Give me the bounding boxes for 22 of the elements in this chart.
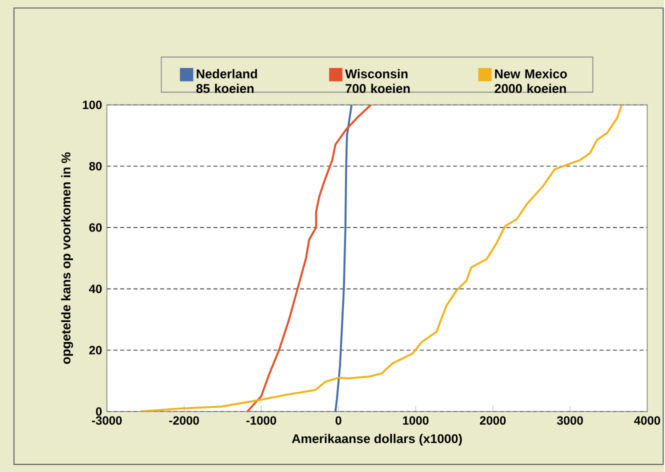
line-series <box>139 104 623 412</box>
y-tick-label: 60 <box>89 223 102 232</box>
y-tick-label: 0 <box>96 407 102 416</box>
x-tick-label: 3000 <box>556 416 583 424</box>
x-tick-label: 2000 <box>480 416 506 424</box>
line-series <box>334 104 353 412</box>
y-tick-label: 100 <box>82 100 102 109</box>
y-tick-label: 40 <box>89 284 102 293</box>
x-tick-label: -2000 <box>169 416 199 424</box>
x-tick-label: -1000 <box>246 416 276 424</box>
x-tick-label: 0 <box>336 416 342 424</box>
legend-label: Nederland 85 koeien <box>196 68 257 93</box>
legend-label: New Mexico 2000 koeien <box>494 68 567 93</box>
y-tick-label: 20 <box>89 346 102 354</box>
x-tick-label: 1000 <box>403 416 428 424</box>
line-series <box>246 104 372 412</box>
x-tick-label: -3000 <box>92 416 122 424</box>
y-axis-title: opgetelde kans op voorkomen in % <box>61 152 74 364</box>
x-tick-label: 4000 <box>634 416 660 424</box>
x-axis-title: Amerikaanse dollars (x1000) <box>292 434 462 446</box>
legend-label: Wisconsin 700 koeien <box>345 68 410 93</box>
y-tick-label: 80 <box>89 162 102 170</box>
